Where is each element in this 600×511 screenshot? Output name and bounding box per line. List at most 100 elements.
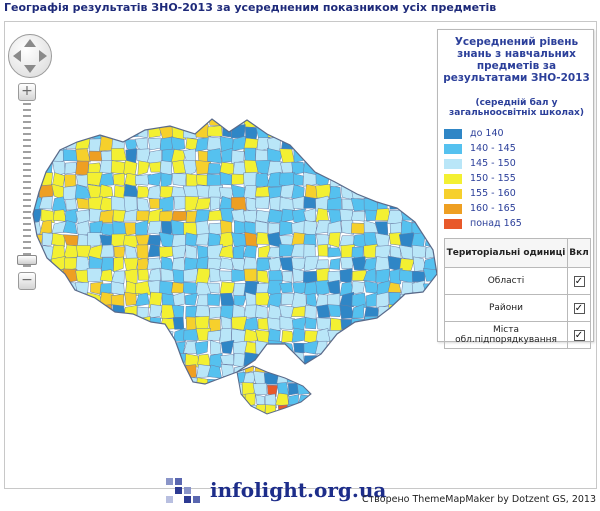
district-region[interactable]	[110, 340, 126, 356]
district-region[interactable]	[182, 281, 199, 295]
district-region[interactable]	[53, 124, 67, 140]
district-region[interactable]	[232, 244, 245, 259]
district-region[interactable]	[340, 329, 352, 343]
district-region[interactable]	[195, 256, 209, 271]
district-region[interactable]	[328, 185, 342, 200]
district-region[interactable]	[268, 112, 284, 128]
district-region[interactable]	[339, 354, 355, 368]
district-region[interactable]	[326, 196, 342, 211]
district-region[interactable]	[326, 160, 340, 176]
district-region[interactable]	[147, 137, 162, 151]
district-region[interactable]	[411, 305, 427, 320]
district-region[interactable]	[341, 161, 354, 174]
district-region[interactable]	[51, 376, 67, 389]
district-region[interactable]	[231, 173, 248, 185]
district-region[interactable]	[99, 160, 114, 174]
district-region[interactable]	[423, 292, 437, 308]
district-region[interactable]	[304, 126, 320, 139]
district-region[interactable]	[87, 328, 104, 343]
district-region[interactable]	[327, 247, 342, 258]
district-region[interactable]	[219, 257, 234, 271]
district-region[interactable]	[267, 126, 281, 138]
district-region[interactable]	[75, 269, 89, 284]
district-region[interactable]	[77, 329, 91, 343]
district-region[interactable]	[65, 124, 78, 138]
district-region[interactable]	[159, 196, 174, 212]
district-region[interactable]	[207, 378, 223, 390]
district-region[interactable]	[98, 172, 115, 187]
district-region[interactable]	[423, 136, 438, 152]
district-region[interactable]	[387, 354, 402, 368]
district-region[interactable]	[28, 376, 42, 392]
district-region[interactable]	[280, 112, 295, 127]
district-region[interactable]	[309, 417, 323, 430]
district-region[interactable]	[221, 375, 236, 390]
district-region[interactable]	[375, 341, 392, 356]
district-region[interactable]	[287, 383, 299, 396]
district-region[interactable]	[387, 160, 403, 174]
district-region[interactable]	[243, 316, 259, 331]
district-region[interactable]	[352, 160, 366, 176]
district-region[interactable]	[400, 352, 415, 368]
district-region[interactable]	[207, 148, 223, 164]
district-region[interactable]	[159, 365, 175, 380]
district-region[interactable]	[27, 307, 41, 318]
district-region[interactable]	[280, 354, 294, 366]
district-region[interactable]	[242, 404, 258, 416]
district-region[interactable]	[110, 270, 125, 284]
district-region[interactable]	[170, 136, 186, 152]
district-region[interactable]	[99, 184, 114, 199]
district-region[interactable]	[362, 184, 377, 199]
district-region[interactable]	[88, 354, 104, 369]
district-region[interactable]	[411, 280, 426, 297]
district-region[interactable]	[206, 282, 220, 294]
district-region[interactable]	[195, 377, 210, 392]
district-region[interactable]	[400, 124, 415, 140]
zoom-slider-track[interactable]	[23, 103, 31, 270]
district-region[interactable]	[29, 340, 41, 356]
district-region[interactable]	[244, 126, 259, 140]
district-region[interactable]	[423, 124, 437, 139]
district-region[interactable]	[75, 113, 89, 129]
district-region[interactable]	[306, 293, 318, 308]
district-region[interactable]	[208, 318, 221, 333]
district-region[interactable]	[317, 135, 331, 150]
district-region[interactable]	[351, 150, 365, 163]
district-region[interactable]	[387, 186, 404, 200]
district-region[interactable]	[399, 327, 415, 343]
district-region[interactable]	[195, 233, 210, 246]
district-region[interactable]	[327, 304, 343, 317]
district-region[interactable]	[147, 235, 162, 247]
district-region[interactable]	[64, 162, 78, 175]
district-region[interactable]	[50, 293, 68, 305]
district-region[interactable]	[135, 219, 149, 236]
district-region[interactable]	[317, 244, 329, 257]
district-region[interactable]	[400, 112, 414, 128]
district-region[interactable]	[375, 113, 392, 128]
district-region[interactable]	[422, 353, 437, 367]
district-region[interactable]	[99, 377, 113, 391]
district-region[interactable]	[364, 280, 378, 294]
district-region[interactable]	[51, 329, 67, 343]
district-region[interactable]	[327, 366, 341, 380]
district-region[interactable]	[413, 113, 425, 128]
pan-up-arrow-icon[interactable]	[24, 39, 36, 47]
district-region[interactable]	[39, 268, 54, 284]
district-region[interactable]	[136, 244, 149, 261]
district-region[interactable]	[387, 137, 400, 151]
district-region[interactable]	[38, 137, 54, 150]
district-region[interactable]	[282, 270, 293, 283]
district-region[interactable]	[413, 136, 428, 152]
district-region[interactable]	[315, 150, 328, 163]
district-region[interactable]	[362, 149, 379, 165]
district-region[interactable]	[312, 393, 323, 406]
district-region[interactable]	[258, 244, 271, 258]
district-region[interactable]	[232, 416, 245, 429]
district-region[interactable]	[339, 377, 355, 390]
district-region[interactable]	[308, 407, 319, 418]
district-region[interactable]	[423, 220, 437, 236]
district-region[interactable]	[275, 392, 290, 407]
district-region[interactable]	[173, 196, 187, 210]
zoom-in-button[interactable]: +	[18, 83, 36, 101]
district-region[interactable]	[412, 330, 428, 344]
